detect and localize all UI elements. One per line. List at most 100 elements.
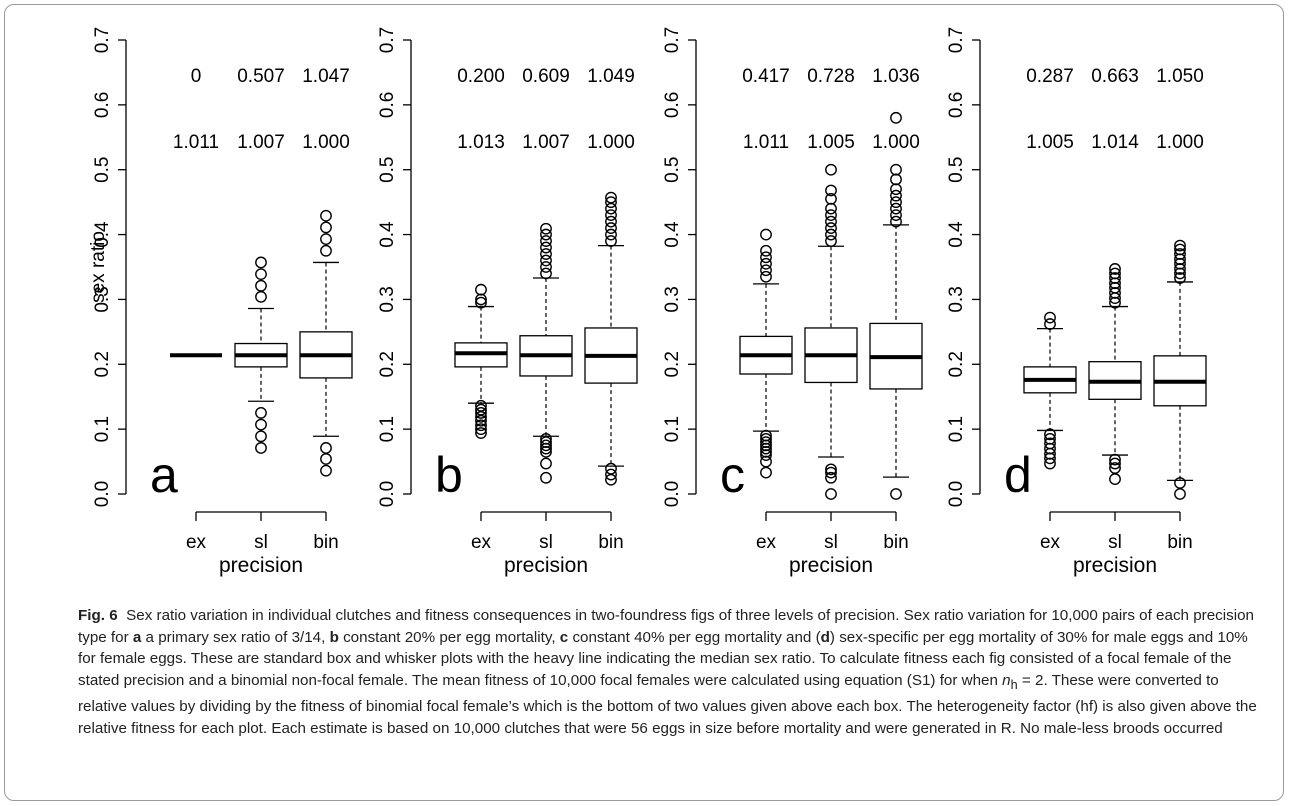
panel-a-x-tick-label: sl <box>254 532 268 553</box>
panel-c-hf-label: 0.728 <box>807 66 855 87</box>
panel-d-hf-label: 1.050 <box>1156 66 1204 87</box>
panel-c-outlier-point <box>890 111 902 124</box>
panel-c-outlier-point <box>825 466 837 479</box>
panel-b-fitness-label: 1.000 <box>587 132 635 153</box>
caption-panel-c: c <box>559 628 569 646</box>
panel-c-outlier-point <box>890 173 902 186</box>
caption-text-2: a primary sex ratio of 3/14, <box>141 628 330 646</box>
panel-a-hf-label: 0 <box>191 66 202 87</box>
panel-b-outlier-point <box>540 228 552 241</box>
panel-c-y-tick-label: 0.3 <box>662 286 683 312</box>
panel-a-letter: a <box>150 447 178 503</box>
panel-b-outlier-point <box>540 241 552 254</box>
panel-c-outlier-point <box>825 463 837 476</box>
panel-d-outlier-point <box>1109 263 1121 275</box>
panel-b-outlier-point <box>540 471 552 484</box>
caption-n-variable: n <box>1002 671 1011 689</box>
panel-c-outlier-point <box>760 429 772 442</box>
panel-a-fitness-label: 1.011 <box>173 132 219 153</box>
panel-c-outlier-point <box>890 209 902 222</box>
figure-frame <box>4 4 1284 801</box>
figure-plots: 0.0 0.1 0.2 0.3 0.4 0.5 0.6 0.7 sex ratio ex sl bin… <box>88 27 1207 577</box>
panel-a-y-axis-title: sex ratio <box>88 231 109 303</box>
panel-b-y-tick-label: 0.5 <box>377 157 398 183</box>
panel-d-y-tick-label: 0.4 <box>946 221 967 248</box>
figure-caption: Fig. 6 Sex ratio variation in individual… <box>78 605 1264 740</box>
panel-b-hf-label: 0.200 <box>457 66 505 87</box>
panel-c-outlier-point <box>825 215 837 228</box>
panel-d-outlier-point <box>1109 473 1121 485</box>
panel-c-outlier-point <box>825 228 837 241</box>
panel-c-hf-label: 1.036 <box>872 66 920 87</box>
panel-c-outlier-point <box>890 163 902 176</box>
panel-a-x-tick-label: bin <box>313 532 338 553</box>
caption-text-4: constant 40% per egg mortality and ( <box>568 628 821 646</box>
caption-text-3: constant 20% per egg mortality, <box>338 628 560 646</box>
panel-c-outlier-point <box>825 163 837 176</box>
panel-d-outlier-point <box>1174 272 1186 284</box>
panel-b-outlier-point <box>605 209 617 222</box>
panel-c-outlier-point <box>760 251 772 264</box>
panel-a-hf-label: 0.507 <box>237 66 285 87</box>
panel-c-fitness-label: 1.000 <box>872 132 920 153</box>
panel-a-y-tick-label: 0.1 <box>92 416 113 442</box>
panel-b-y-tick-label: 0.2 <box>377 351 398 377</box>
panel-d-x-tick-label: bin <box>1167 532 1192 553</box>
panel-d-fitness-label: 1.000 <box>1156 132 1204 153</box>
panel-b-outlier-point <box>475 423 487 436</box>
panel-b-outlier-point <box>605 191 617 204</box>
panel-c-hf-label: 0.417 <box>742 66 790 87</box>
panel-b-outlier-point <box>540 436 552 449</box>
panel-b-letter: b <box>435 447 463 503</box>
panel-b-x-axis-title: precision <box>504 554 588 577</box>
panel-d-outlier-point <box>1174 477 1186 489</box>
panel-b-y-tick-label: 0.0 <box>377 481 398 507</box>
panel-b-outlier-point <box>540 235 552 247</box>
panel-a-outlier-point <box>320 464 332 477</box>
panel-b-hf-label: 1.049 <box>587 66 635 87</box>
caption-panel-d: d <box>820 628 830 646</box>
panel-b-outlier-point <box>605 228 617 241</box>
panel-d-outlier-point <box>1174 243 1186 256</box>
panel-c-fitness-label: 1.011 <box>743 132 789 153</box>
panel-a-y-tick-label: 0.2 <box>92 351 113 377</box>
panel-c-y-tick-label: 0.5 <box>662 157 683 183</box>
panel-c-outlier-point <box>890 488 902 500</box>
panel-d-outlier-point <box>1109 462 1121 474</box>
panel-c-y-tick-label: 0.0 <box>662 481 683 507</box>
panel-b-y-tick-label: 0.1 <box>377 416 398 442</box>
panel-a-y-tick-label: 0.6 <box>92 92 113 118</box>
panel-b-outlier-point <box>540 261 552 273</box>
panel-a-outlier-point <box>255 268 267 281</box>
panel-c-outlier-point <box>825 488 837 500</box>
panel-c-y-tick-label: 0.6 <box>662 92 683 118</box>
panel-d-x-axis-title: precision <box>1073 554 1157 577</box>
panel-c-outlier-point <box>890 196 902 209</box>
panel-c-fitness-label: 1.005 <box>807 132 855 153</box>
panel-a-outlier-point <box>255 442 267 454</box>
panel-c-outlier-point <box>825 471 837 484</box>
panel-c-y-tick-label: 0.4 <box>662 221 683 248</box>
panel-d-outlier-point <box>1044 428 1056 441</box>
panel-b-outlier-point <box>540 432 552 445</box>
caption-panel-a: a <box>132 628 142 646</box>
panel-c-outlier-point <box>760 432 772 445</box>
panel-b-outlier-point <box>475 403 487 416</box>
panel-b-y-tick-label: 0.3 <box>377 286 398 312</box>
panel-b-x-tick-label: sl <box>539 532 553 553</box>
panel-b-y-tick-label: 0.6 <box>377 92 398 118</box>
panel-b-x-tick-label: bin <box>598 532 623 553</box>
panel-d-y-tick-label: 0.3 <box>946 286 967 312</box>
caption-n-subscript: h <box>1010 677 1018 692</box>
panel-d-outlier-point <box>1044 311 1056 324</box>
panel-a-y-tick-label: 0.3 <box>92 286 113 312</box>
caption-fig-label: Fig. 6 <box>78 607 118 624</box>
panel-a-y-tick-label: 0.5 <box>92 157 113 183</box>
panel-b-outlier-point <box>540 267 552 280</box>
panel-d-fitness-label: 1.014 <box>1091 132 1139 153</box>
panel-b-outlier-point <box>605 462 617 475</box>
panel-b-outlier-point <box>605 196 617 209</box>
panel-b-outlier-point <box>540 254 552 267</box>
panel-b-outlier-point <box>540 222 552 235</box>
panel-a-y-tick-label: 0.4 <box>92 221 113 248</box>
